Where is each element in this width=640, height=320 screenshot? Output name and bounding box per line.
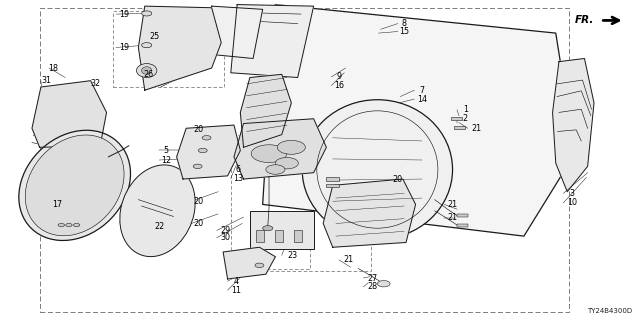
Text: 4: 4 [234, 277, 238, 286]
Bar [294, 230, 302, 243]
Text: 18: 18 [49, 63, 59, 73]
Text: 31: 31 [41, 76, 51, 85]
Text: 29: 29 [221, 226, 231, 235]
Text: 28: 28 [367, 282, 378, 292]
Text: 13: 13 [234, 174, 243, 183]
Bar [326, 184, 339, 187]
Circle shape [275, 157, 298, 169]
Polygon shape [241, 74, 291, 147]
Ellipse shape [25, 135, 124, 236]
Text: 16: 16 [334, 81, 344, 90]
Bar [454, 126, 465, 129]
Ellipse shape [19, 130, 131, 240]
Bar [40, 8, 568, 312]
Polygon shape [323, 179, 415, 247]
Text: 21: 21 [344, 255, 354, 264]
Text: 27: 27 [367, 274, 378, 283]
Polygon shape [552, 59, 594, 192]
Text: 11: 11 [231, 285, 241, 295]
Bar [255, 230, 264, 243]
Text: 21: 21 [471, 124, 481, 133]
Bar [250, 241, 310, 269]
Circle shape [74, 223, 80, 227]
Text: 22: 22 [154, 222, 164, 231]
Circle shape [277, 140, 305, 154]
Text: 20: 20 [194, 219, 204, 228]
Bar [457, 224, 468, 227]
Text: 9: 9 [337, 72, 342, 81]
Circle shape [66, 223, 72, 227]
Text: 25: 25 [149, 32, 159, 41]
Circle shape [202, 136, 211, 140]
Text: 14: 14 [417, 95, 427, 104]
Circle shape [378, 281, 390, 287]
Circle shape [262, 226, 273, 231]
Circle shape [198, 148, 207, 153]
Polygon shape [234, 119, 326, 179]
Bar [326, 178, 339, 180]
Circle shape [266, 165, 285, 174]
Bar [457, 214, 468, 217]
Polygon shape [204, 6, 262, 59]
Text: FR.: FR. [575, 15, 594, 25]
Text: TY24B4300D: TY24B4300D [587, 308, 632, 314]
Circle shape [251, 145, 287, 163]
Text: 17: 17 [52, 200, 63, 209]
Polygon shape [138, 6, 221, 90]
Text: 21: 21 [447, 200, 458, 209]
Text: 15: 15 [399, 27, 409, 36]
Text: 1: 1 [463, 105, 468, 114]
Text: 30: 30 [221, 233, 230, 242]
Bar [275, 230, 283, 243]
Polygon shape [231, 4, 314, 77]
Text: 10: 10 [567, 198, 577, 207]
Text: 23: 23 [287, 251, 297, 260]
Polygon shape [177, 125, 241, 179]
Ellipse shape [136, 64, 157, 77]
Circle shape [141, 43, 152, 48]
Text: 20: 20 [194, 197, 204, 206]
Ellipse shape [120, 165, 195, 257]
Text: 20: 20 [393, 175, 403, 184]
Text: 12: 12 [161, 156, 171, 164]
Polygon shape [262, 4, 575, 236]
Text: 32: 32 [91, 79, 100, 88]
Bar [250, 211, 314, 249]
Ellipse shape [141, 67, 152, 74]
Ellipse shape [302, 100, 452, 239]
Polygon shape [223, 247, 275, 279]
Text: 26: 26 [143, 70, 153, 79]
Polygon shape [32, 81, 106, 147]
Text: 5: 5 [163, 146, 168, 155]
Text: 8: 8 [402, 19, 406, 28]
Text: 3: 3 [570, 189, 575, 198]
Bar [231, 135, 371, 271]
Text: 19: 19 [119, 43, 129, 52]
Text: 19: 19 [119, 10, 129, 19]
Bar [113, 11, 225, 87]
Circle shape [193, 164, 202, 169]
Text: 21: 21 [447, 213, 458, 222]
Text: 20: 20 [194, 125, 204, 134]
Circle shape [141, 11, 152, 16]
Circle shape [58, 223, 65, 227]
Text: 7: 7 [419, 86, 424, 95]
Text: 2: 2 [463, 114, 468, 123]
Circle shape [255, 263, 264, 268]
Text: 6: 6 [236, 165, 241, 174]
Bar [451, 117, 462, 120]
